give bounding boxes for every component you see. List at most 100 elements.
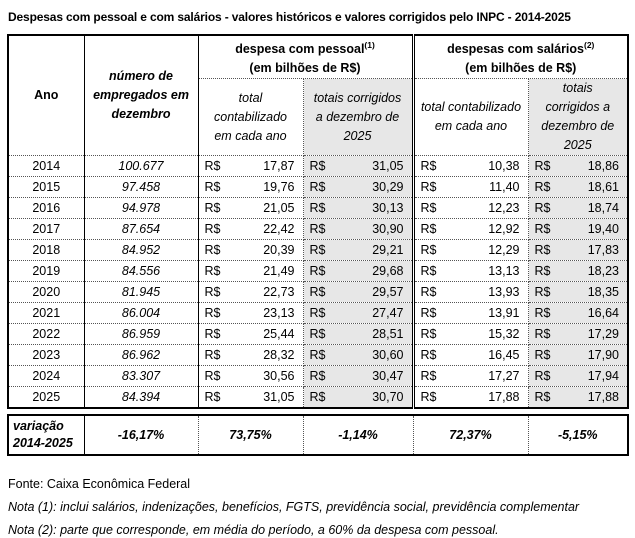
currency-symbol: R$ (534, 327, 551, 342)
table-row: 2015 97.458 R$ 19,76 R$ 30,29 R$ 11,40 R$ 18,61 (8, 176, 628, 199)
salarios-corrigido-cell: R$ 18,86 (528, 155, 628, 178)
header-salarios-total: total contabilizado em cada ano (411, 78, 529, 157)
variation-label-line2: 2014-2025 (13, 436, 73, 451)
amount: 17,90 (587, 348, 619, 363)
amount: 17,29 (587, 327, 619, 342)
amount: 29,21 (372, 243, 404, 258)
table-body: 2014 100.677 R$ 17,87 R$ 31,05 R$ 10,38 R$ 18,86 2… (8, 155, 628, 409)
header-ano: Ano (8, 35, 85, 157)
currency-symbol: R$ (204, 159, 221, 174)
salarios-total-cell: R$ 12,29 (411, 239, 529, 262)
amount: 17,87 (263, 159, 295, 174)
amount: 21,05 (263, 201, 295, 216)
pessoal-corrigido-cell: R$ 31,05 (303, 155, 413, 178)
pessoal-total-cell: R$ 19,76 (198, 176, 304, 199)
currency-symbol: R$ (309, 180, 326, 195)
currency-symbol: R$ (420, 348, 437, 363)
table-header: Ano número de empregados em dezembro des… (8, 35, 629, 157)
currency-symbol: R$ (534, 348, 551, 363)
currency-symbol: R$ (420, 243, 437, 258)
currency-symbol: R$ (420, 369, 437, 384)
currency-symbol: R$ (309, 327, 326, 342)
currency-symbol: R$ (534, 369, 551, 384)
pessoal-total-cell: R$ 21,05 (198, 197, 304, 220)
table-row: 2022 86.959 R$ 25,44 R$ 28,51 R$ 15,32 R$ 17,29 (8, 323, 628, 346)
amount: 16,45 (488, 348, 520, 363)
group-pessoal-footnote-ref: (1) (364, 40, 375, 50)
currency-symbol: R$ (309, 264, 326, 279)
employees-cell: 86.959 (84, 323, 199, 346)
variation-row: variação 2014-2025 -16,17% 73,75% -1,14%… (8, 415, 628, 456)
year-cell: 2015 (8, 176, 85, 199)
currency-symbol: R$ (534, 264, 551, 279)
year-cell: 2014 (8, 155, 85, 178)
currency-symbol: R$ (204, 180, 221, 195)
salarios-corrigido-cell: R$ 18,23 (528, 260, 628, 283)
salarios-corrigido-cell: R$ 17,90 (528, 344, 628, 367)
amount: 19,40 (587, 222, 619, 237)
currency-symbol: R$ (204, 201, 221, 216)
salarios-total-cell: R$ 17,88 (411, 386, 529, 409)
header-group-salarios: despesas com salários(2) (em bilhões de … (411, 35, 629, 80)
pessoal-total-cell: R$ 23,13 (198, 302, 304, 325)
variation-label: variação 2014-2025 (8, 415, 85, 456)
salarios-total-cell: R$ 13,91 (411, 302, 529, 325)
year-cell: 2021 (8, 302, 85, 325)
pessoal-corrigido-cell: R$ 30,90 (303, 218, 413, 241)
amount: 30,90 (372, 222, 404, 237)
currency-symbol: R$ (420, 327, 437, 342)
year-cell: 2025 (8, 386, 85, 409)
currency-symbol: R$ (534, 243, 551, 258)
currency-symbol: R$ (309, 243, 326, 258)
salarios-total-cell: R$ 13,13 (411, 260, 529, 283)
salarios-corrigido-cell: R$ 18,61 (528, 176, 628, 199)
amount: 30,47 (372, 369, 404, 384)
currency-symbol: R$ (309, 285, 326, 300)
currency-symbol: R$ (420, 390, 437, 405)
table-row: 2019 84.556 R$ 21,49 R$ 29,68 R$ 13,13 R$ 18,23 (8, 260, 628, 283)
employees-cell: 94.978 (84, 197, 199, 220)
year-cell: 2023 (8, 344, 85, 367)
pessoal-corrigido-cell: R$ 30,13 (303, 197, 413, 220)
amount: 28,51 (372, 327, 404, 342)
currency-symbol: R$ (309, 201, 326, 216)
amount: 17,27 (488, 369, 520, 384)
amount: 16,64 (587, 306, 619, 321)
currency-symbol: R$ (534, 180, 551, 195)
currency-symbol: R$ (309, 390, 326, 405)
amount: 12,29 (488, 243, 520, 258)
employees-cell: 100.677 (84, 155, 199, 178)
currency-symbol: R$ (534, 285, 551, 300)
variation-label-line1: variação (13, 419, 64, 434)
amount: 15,32 (488, 327, 520, 342)
salarios-corrigido-cell: R$ 16,64 (528, 302, 628, 325)
currency-symbol: R$ (420, 201, 437, 216)
pessoal-total-cell: R$ 17,87 (198, 155, 304, 178)
pessoal-corrigido-cell: R$ 28,51 (303, 323, 413, 346)
pessoal-corrigido-cell: R$ 30,47 (303, 365, 413, 388)
currency-symbol: R$ (420, 159, 437, 174)
year-cell: 2018 (8, 239, 85, 262)
amount: 27,47 (372, 306, 404, 321)
pessoal-total-cell: R$ 22,73 (198, 281, 304, 304)
amount: 13,91 (488, 306, 520, 321)
salarios-corrigido-cell: R$ 17,88 (528, 386, 628, 409)
variation-salarios-corrigido: -5,15% (557, 428, 598, 443)
amount: 30,60 (372, 348, 404, 363)
year-cell: 2024 (8, 365, 85, 388)
employees-cell: 84.394 (84, 386, 199, 409)
currency-symbol: R$ (420, 180, 437, 195)
salarios-corrigido-cell: R$ 17,94 (528, 365, 628, 388)
footer: Fonte: Caixa Econômica Federal Nota (1):… (7, 476, 635, 538)
currency-symbol: R$ (420, 222, 437, 237)
group-pessoal-label: despesa com pessoal (235, 42, 365, 57)
header-group-pessoal: despesa com pessoal(1) (em bilhões de R$… (198, 35, 413, 80)
variation-employees: -16,17% (84, 415, 199, 456)
amount: 17,94 (587, 369, 619, 384)
pessoal-corrigido-cell: R$ 29,21 (303, 239, 413, 262)
year-cell: 2019 (8, 260, 85, 283)
group-salarios-label: despesas com salários (447, 42, 584, 57)
variation-pessoal-corrigido: -1,14% (303, 415, 414, 456)
currency-symbol: R$ (420, 264, 437, 279)
amount: 17,83 (587, 243, 619, 258)
